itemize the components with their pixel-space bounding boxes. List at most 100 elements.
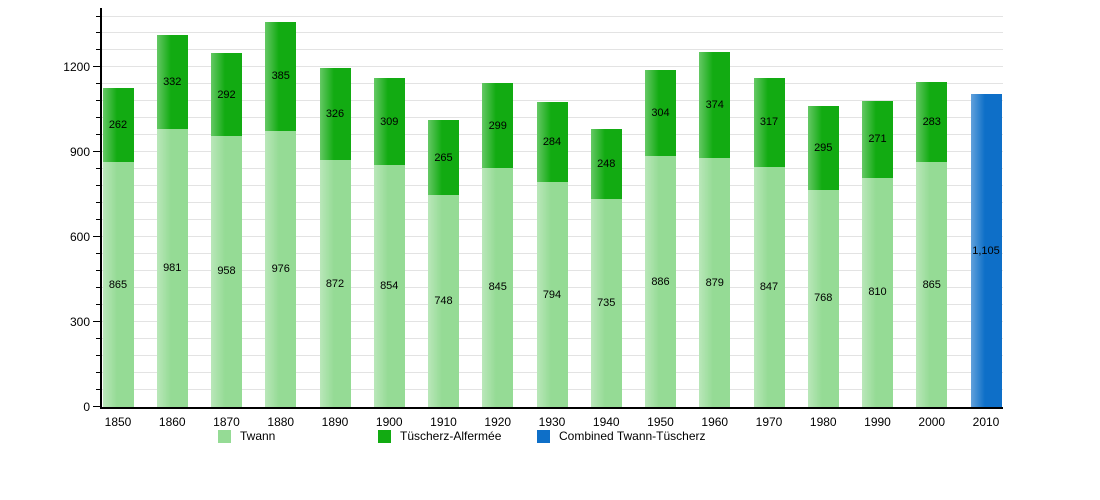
y-axis-tick (93, 321, 100, 323)
bar-value-label: 794 (542, 288, 562, 301)
y-axis-label: 1200 (63, 60, 90, 75)
bar-segment-t-scherz-alferm-e: 248 (590, 128, 622, 200)
bar-segment-t-scherz-alferm-e: 299 (482, 83, 514, 168)
legend-swatch (378, 429, 391, 443)
bar-value-label: 374 (705, 99, 724, 112)
x-axis-label: 2000 (918, 415, 946, 429)
bar-segment-t-scherz-alferm-e: 265 (428, 120, 459, 196)
y-axis-tick (96, 134, 100, 136)
bar-segment-t-scherz-alferm-e: 295 (807, 106, 839, 190)
y-axis-tick (96, 270, 100, 272)
x-axis-label: 1980 (809, 415, 837, 429)
bar-value-label: 886 (651, 275, 670, 288)
bar-segment-twann: 872 (319, 160, 351, 407)
x-axis-label: 1860 (158, 415, 186, 429)
bar-segment-twann: 735 (590, 199, 622, 407)
bar-value-label: 865 (108, 278, 128, 291)
legend-label: Tüscherz-Alfermée (400, 429, 502, 443)
bar-segment-twann: 976 (265, 130, 297, 407)
y-axis-label: 900 (69, 145, 90, 160)
bar-segment-twann: 810 (862, 177, 893, 407)
bar-value-label: 845 (488, 281, 507, 294)
bar-value-label: 847 (759, 281, 779, 294)
gridline (102, 32, 1003, 34)
bar-segment-twann: 886 (645, 156, 676, 407)
bar-value-label: 292 (217, 88, 236, 101)
bar-segment-t-scherz-alferm-e: 309 (373, 77, 405, 166)
y-axis-tick (96, 49, 100, 51)
y-axis-tick (96, 372, 100, 374)
bar-value-label: 317 (759, 116, 779, 129)
bar-segment-twann: 768 (807, 189, 839, 407)
legend-label: Combined Twann-Tüscherz (559, 429, 706, 443)
bar-value-label: 385 (271, 70, 290, 83)
bar-segment-twann: 865 (916, 162, 948, 407)
y-axis-tick (96, 117, 100, 119)
bar-segment-twann: 845 (482, 167, 514, 407)
bar-value-label: 810 (868, 286, 887, 299)
y-axis-tick (96, 389, 100, 391)
bar-segment-t-scherz-alferm-e: 385 (265, 21, 297, 131)
bar-value-label: 872 (325, 277, 345, 290)
bar-segment-t-scherz-alferm-e: 284 (536, 101, 568, 183)
bar-value-label: 248 (597, 157, 616, 170)
plot-area: 0 300 600 900 1200 865 262 1850 981 332 1860 958 292… (63, 8, 1003, 429)
y-axis-tick (93, 236, 100, 238)
bar-value-label: 854 (380, 280, 399, 293)
bar-value-label: 879 (705, 276, 724, 289)
bar-segment-t-scherz-alferm-e: 374 (699, 52, 731, 159)
bar-value-label: 865 (922, 278, 941, 291)
bar-value-label: 981 (163, 262, 182, 275)
x-axis-label: 1930 (538, 415, 566, 429)
bar-value-label: 326 (325, 108, 345, 121)
y-axis-tick (93, 151, 100, 153)
bar-value-label: 262 (108, 119, 128, 132)
bar-segment-t-scherz-alferm-e: 283 (916, 82, 948, 163)
bar-value-label: 283 (922, 116, 941, 129)
gridline (102, 66, 1003, 68)
bar-segment-twann: 958 (211, 135, 242, 407)
x-axis-label: 1960 (701, 415, 729, 429)
x-axis-label: 1990 (864, 415, 891, 429)
legend-swatch (218, 429, 231, 443)
y-axis-tick (96, 15, 100, 17)
x-axis-label: 1870 (213, 415, 240, 429)
bar-value-label: 265 (434, 151, 453, 164)
x-axis-label: 1850 (104, 415, 132, 429)
bar-segment-t-scherz-alferm-e: 262 (102, 88, 134, 163)
y-axis-tick (96, 253, 100, 255)
y-axis-tick (96, 185, 100, 187)
y-axis-label: 600 (69, 230, 90, 245)
y-axis-tick (96, 338, 100, 340)
bar-segment-twann: 794 (536, 182, 568, 407)
bar-segment-t-scherz-alferm-e: 317 (753, 77, 785, 168)
y-axis-tick (96, 168, 100, 170)
y-axis-tick (96, 219, 100, 221)
bar-segment-t-scherz-alferm-e: 326 (319, 68, 351, 161)
x-axis-label: 1920 (484, 415, 512, 429)
y-axis-tick (93, 406, 100, 407)
y-axis-tick (96, 32, 100, 34)
x-axis-label: 1950 (647, 415, 674, 429)
x-axis-label: 2010 (972, 415, 1000, 429)
gridline (102, 49, 1003, 51)
bar-value-label: 271 (868, 133, 887, 146)
bar-value-label: 304 (651, 107, 670, 120)
bar-segment-twann: 748 (428, 195, 459, 407)
bar-value-label: 958 (217, 265, 236, 278)
x-axis-label: 1940 (592, 415, 620, 429)
x-axis-label: 1890 (321, 415, 349, 429)
bar-segment-twann: 854 (373, 165, 405, 407)
bar-value-label: 976 (271, 262, 290, 275)
x-axis-label: 1970 (755, 415, 783, 429)
legend-item-t-scherz-alferm-e: Tüscherz-Alfermée (378, 429, 501, 443)
legend-label: Twann (240, 429, 276, 443)
bar-segment-t-scherz-alferm-e: 292 (211, 53, 242, 136)
bar-segment-twann: 847 (753, 167, 785, 407)
x-axis-label: 1880 (267, 415, 295, 429)
legend-item-combined-twann-t-scherz: Combined Twann-Tüscherz (537, 429, 706, 443)
bar-value-label: 299 (488, 119, 507, 132)
x-axis-label: 1900 (375, 415, 403, 429)
y-axis-label: 0 (83, 400, 90, 414)
